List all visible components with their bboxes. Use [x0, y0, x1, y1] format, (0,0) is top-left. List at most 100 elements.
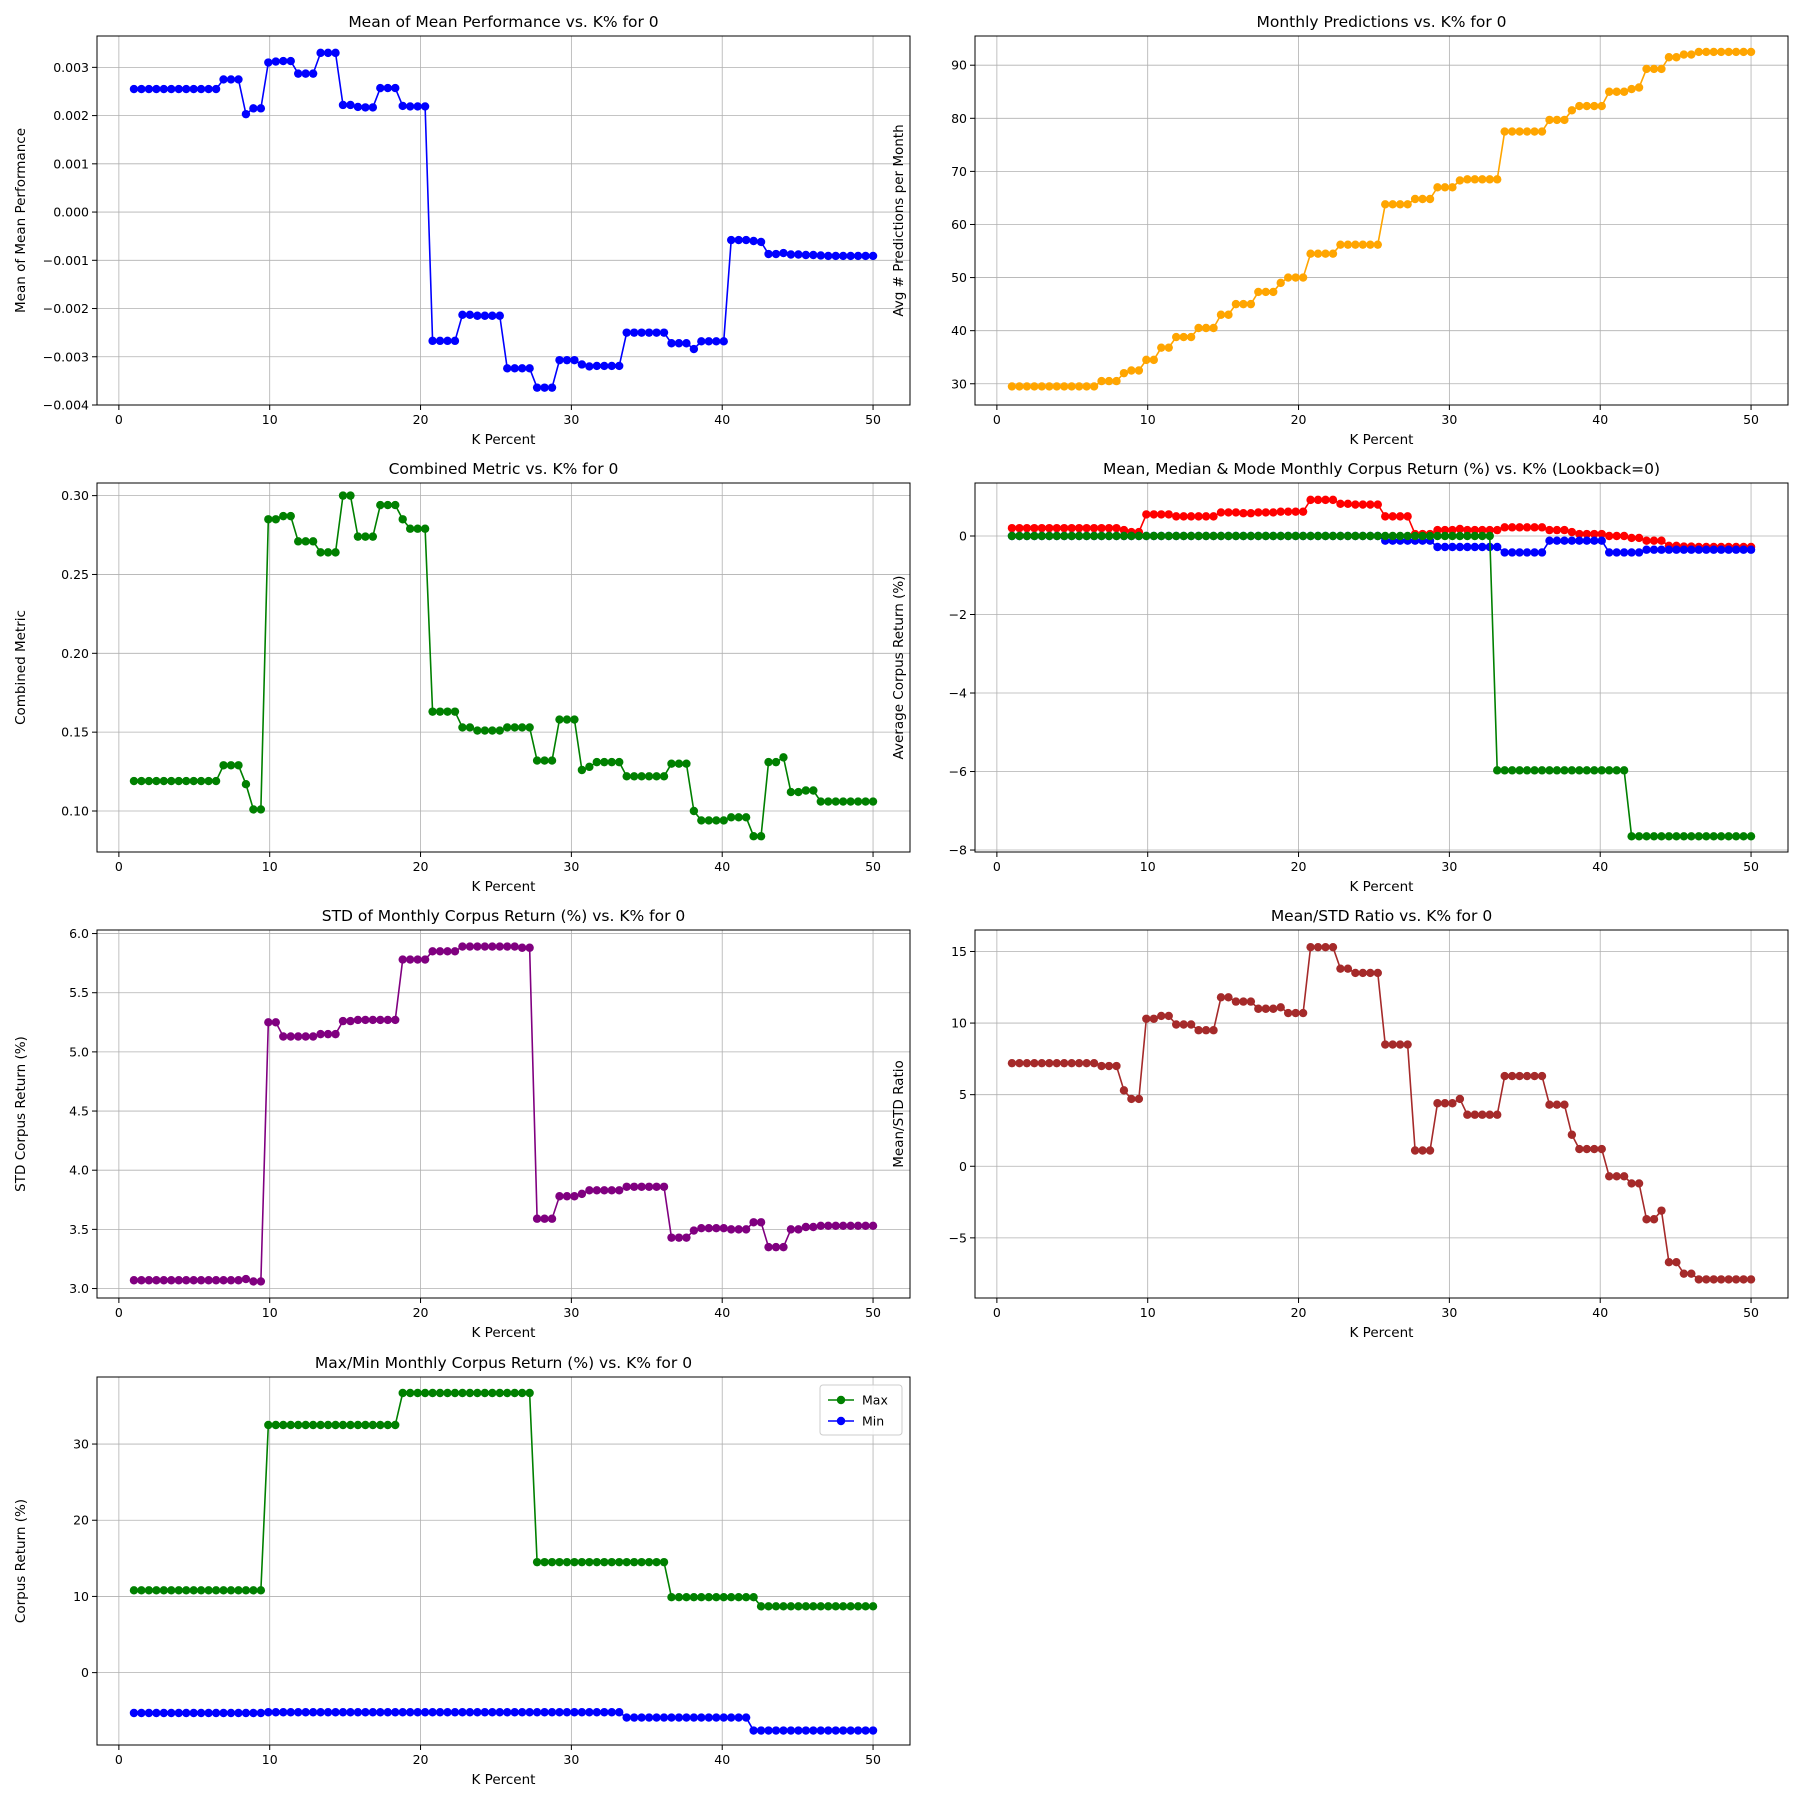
subplot-2: 0 10 20 30 40 50 30 40 50 60 70 80 90 Monthly Predict…: [891, 13, 1789, 448]
data-point: [279, 1032, 288, 1041]
data-point: [196, 1276, 206, 1285]
data-point: [249, 104, 258, 113]
data-point: [779, 1602, 788, 1611]
data-point: [323, 48, 333, 58]
data-point: [1201, 323, 1211, 333]
data-point: [570, 1708, 579, 1717]
data-point: [868, 797, 878, 806]
data-point: [279, 511, 288, 521]
data-point: [1254, 508, 1263, 517]
data-point: [189, 84, 198, 94]
data-point: [1254, 1004, 1263, 1013]
data-point: [1537, 127, 1547, 136]
data-point: [465, 1388, 475, 1398]
data-point: [1067, 382, 1076, 391]
data-point: [1403, 200, 1412, 209]
data-point: [1127, 531, 1136, 541]
data-point: [1597, 101, 1606, 111]
data-point: [167, 84, 176, 94]
x-tick-label: 50: [1743, 1305, 1759, 1320]
data-point: [1157, 343, 1166, 352]
data-point: [1313, 531, 1323, 541]
data-point: [196, 776, 206, 786]
data-point: [1642, 545, 1651, 554]
data-point: [1328, 495, 1338, 505]
data-point: [727, 235, 736, 245]
data-point: [741, 1225, 751, 1234]
x-tick-label: 40: [1592, 412, 1608, 427]
data-point: [316, 548, 325, 557]
data-point: [376, 500, 385, 510]
y-tick-label: 90: [951, 58, 967, 73]
data-point: [1343, 531, 1353, 541]
y-tick-label: 0: [81, 1665, 89, 1680]
data-point: [532, 756, 542, 765]
data-point: [1351, 500, 1360, 509]
data-point: [555, 1192, 564, 1201]
data-point: [682, 759, 691, 768]
data-point: [1619, 1172, 1629, 1181]
data-point: [338, 1708, 348, 1717]
data-point: [1515, 548, 1524, 557]
data-point: [1470, 1110, 1480, 1119]
data-point: [391, 500, 400, 510]
data-point: [435, 336, 445, 346]
data-point: [488, 726, 497, 735]
data-point: [1172, 531, 1181, 541]
data-point: [629, 772, 639, 781]
data-point: [1664, 1258, 1674, 1267]
data-point: [301, 69, 310, 78]
legend-marker: [836, 1395, 846, 1405]
data-point: [1074, 382, 1084, 391]
data-point: [204, 776, 213, 786]
data-point: [1507, 1071, 1517, 1081]
y-tick-label: 80: [951, 111, 967, 126]
data-point: [1410, 1146, 1420, 1155]
data-point: [1739, 1275, 1748, 1284]
data-point: [585, 762, 594, 772]
data-point: [1373, 240, 1382, 249]
axes-frame: [96, 482, 911, 853]
y-tick-label: 3.5: [69, 1222, 89, 1237]
data-point: [1186, 512, 1196, 521]
data-point: [361, 103, 370, 112]
data-point: [1224, 310, 1233, 319]
data-point: [1515, 1071, 1524, 1081]
data-point: [1627, 533, 1636, 543]
data-point: [861, 251, 870, 261]
data-point: [1358, 968, 1368, 978]
data-point: [1410, 531, 1420, 541]
x-tick-label: 40: [714, 1752, 730, 1767]
data-point: [152, 84, 161, 94]
data-point: [667, 1713, 676, 1722]
data-point: [1537, 523, 1547, 532]
data-point: [167, 776, 176, 786]
data-point: [525, 1388, 534, 1398]
y-tick-label: 0.000: [53, 205, 89, 220]
data-point: [1395, 531, 1405, 541]
data-point: [1037, 1058, 1047, 1068]
data-point: [271, 1420, 280, 1430]
data-point: [286, 1420, 295, 1430]
x-tick-label: 30: [1441, 859, 1457, 874]
data-point: [853, 797, 863, 806]
subplot-6: 0 10 20 30 40 50 −5 0 5 10 15 Mean/STD Ratio vs. K%…: [891, 907, 1789, 1341]
data-point: [495, 1708, 504, 1717]
data-point: [1545, 115, 1554, 125]
data-point: [144, 1586, 154, 1595]
data-point: [1455, 176, 1465, 185]
data-point: [831, 251, 840, 261]
data-point: [1493, 525, 1502, 535]
data-point: [174, 1276, 183, 1285]
data-point: [308, 1032, 318, 1041]
data-point: [294, 69, 303, 78]
data-point: [1515, 766, 1524, 775]
data-point: [391, 1420, 400, 1430]
data-point: [1082, 1058, 1091, 1068]
data-point: [600, 1186, 609, 1195]
data-point: [1433, 525, 1442, 535]
data-point: [174, 84, 183, 94]
data-point: [1485, 531, 1494, 541]
data-point: [1097, 1061, 1106, 1071]
y-tick-label: 6.0: [69, 926, 89, 941]
